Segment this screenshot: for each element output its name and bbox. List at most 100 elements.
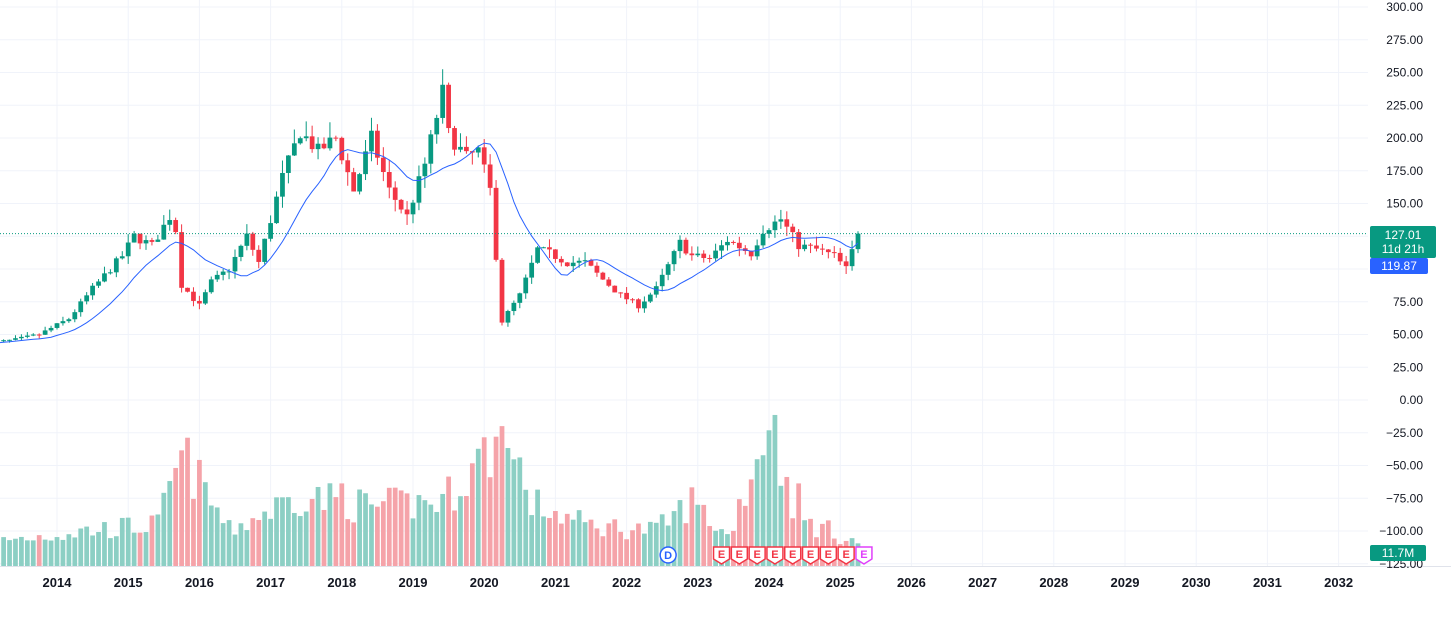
- volume-bar: [375, 507, 380, 566]
- volume-bar: [506, 448, 511, 566]
- dividend-marker[interactable]: D: [660, 547, 676, 563]
- volume-bar: [417, 495, 422, 566]
- candle-body: [464, 147, 469, 151]
- volume-value-tag: 11.7M: [1370, 545, 1426, 561]
- candle-body: [1, 340, 6, 341]
- candle-body: [565, 262, 570, 266]
- candle-body: [701, 254, 706, 258]
- volume-bar: [49, 541, 54, 566]
- volume-bar: [19, 537, 24, 566]
- candle-body: [126, 243, 131, 257]
- volume-bar: [636, 524, 641, 566]
- volume-bar: [648, 522, 653, 566]
- volume-bar: [25, 540, 30, 566]
- volume-bar: [292, 513, 297, 566]
- candle-body: [571, 263, 576, 266]
- candle-body: [138, 234, 143, 244]
- volume-bar: [155, 514, 160, 566]
- volume-bar: [316, 487, 321, 566]
- volume-bar: [773, 415, 778, 566]
- volume-bar: [565, 514, 570, 566]
- volume-bar: [90, 535, 95, 566]
- candle-body: [114, 258, 119, 272]
- volume-bar: [191, 499, 196, 566]
- volume-value: 11.7M: [1382, 546, 1414, 560]
- candle-body: [844, 261, 849, 266]
- volume-bar: [707, 526, 712, 566]
- volume-bar: [517, 457, 522, 566]
- candle-body: [707, 258, 712, 259]
- candle-body: [25, 336, 30, 337]
- volume-bar: [470, 463, 475, 566]
- volume-layer: [0, 415, 860, 566]
- price-tick-label: 50.00: [1393, 328, 1423, 342]
- price-tick-label: 250.00: [1386, 66, 1423, 80]
- volume-bar: [286, 497, 291, 566]
- candle-body: [244, 234, 249, 246]
- volume-bar: [606, 523, 611, 566]
- volume-bar: [571, 520, 576, 566]
- candle-body: [316, 144, 321, 149]
- time-tick-label: 2031: [1253, 575, 1282, 590]
- candle-body: [120, 256, 125, 258]
- candle-body: [310, 136, 315, 149]
- price-axis[interactable]: 300.00275.00250.00225.00200.00175.00150.…: [1379, 0, 1423, 571]
- candle-body: [191, 292, 196, 301]
- volume-bar: [387, 488, 392, 566]
- volume-bar: [767, 430, 772, 566]
- volume-bar: [72, 537, 77, 566]
- candle-body: [96, 281, 101, 285]
- time-axis[interactable]: 3201420152016201720182019202020212022202…: [0, 575, 1353, 590]
- volume-bar: [66, 534, 71, 566]
- candle-body: [333, 138, 338, 139]
- candle-body: [108, 272, 113, 273]
- candle-body: [428, 134, 433, 163]
- candle-body: [298, 138, 303, 143]
- last-price-value: 127.01: [1385, 228, 1422, 242]
- candle-body: [684, 240, 689, 254]
- volume-bar: [701, 505, 706, 566]
- time-tick-label: 2022: [612, 575, 641, 590]
- volume-bar: [339, 483, 344, 566]
- candle-body: [612, 286, 617, 293]
- volume-bar: [446, 477, 451, 566]
- time-tick-label: 2017: [256, 575, 285, 590]
- candle-body: [523, 278, 528, 294]
- price-tick-label: 300.00: [1386, 0, 1423, 14]
- volume-bar: [589, 520, 594, 566]
- volume-bar: [488, 477, 493, 566]
- price-tick-label: 25.00: [1393, 360, 1423, 374]
- price-tick-label: −75.00: [1386, 491, 1423, 505]
- candle-body: [678, 240, 683, 251]
- volume-bar: [256, 520, 261, 566]
- volume-bar: [150, 516, 155, 566]
- volume-bar: [167, 481, 172, 566]
- candle-body: [529, 263, 534, 278]
- price-tick-label: −100.00: [1379, 524, 1423, 538]
- volume-bar: [138, 533, 143, 566]
- volume-bar: [452, 510, 457, 566]
- volume-bar: [541, 516, 546, 566]
- candle-body: [102, 273, 107, 281]
- volume-bar: [84, 527, 89, 566]
- price-tick-label: 275.00: [1386, 33, 1423, 47]
- candle-body: [369, 131, 374, 152]
- candle-body: [161, 225, 166, 240]
- candle-body: [790, 227, 795, 232]
- volume-bar: [1, 537, 6, 566]
- candle-body: [636, 299, 641, 308]
- volume-bar: [559, 524, 564, 566]
- candle-body: [393, 188, 398, 200]
- volume-bar: [529, 515, 534, 566]
- earnings-marker-label: E: [825, 549, 832, 561]
- candle-body: [850, 249, 855, 266]
- candle-body: [411, 203, 416, 215]
- time-tick-label: 2019: [399, 575, 428, 590]
- volume-bar: [523, 490, 528, 566]
- time-tick-label: 2030: [1182, 575, 1211, 590]
- volume-bar: [55, 537, 60, 566]
- volume-bar: [61, 540, 66, 566]
- candle-body: [559, 259, 564, 262]
